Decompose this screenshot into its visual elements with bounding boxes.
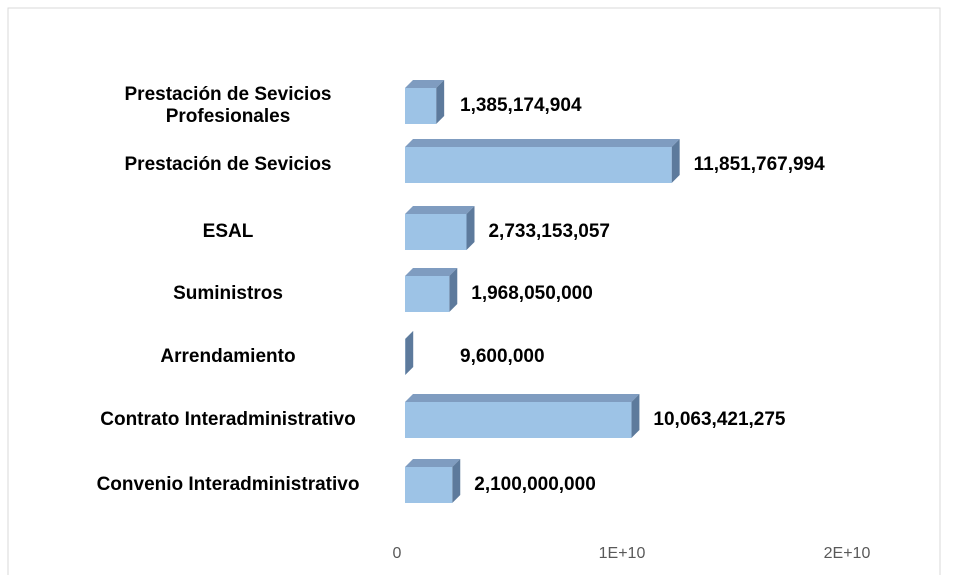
bar-side [671,139,680,183]
category-wrap: Contrato Interadministrativo [78,390,378,450]
bar [405,139,680,183]
x-tick-label: 0 [393,545,402,562]
x-tick-label: 2E+10 [824,545,871,562]
y-tick-label: Suministros [173,283,283,304]
bar-side [436,80,445,124]
bar-top [405,206,475,214]
y-tick-label: Arrendamiento [160,346,296,367]
category-wrap: Prestación de Sevicios Profesionales [78,76,378,136]
data-label: 2,733,153,057 [488,221,610,242]
category-wrap: ESAL [78,202,378,262]
category-wrap: Suministros [78,264,378,324]
x-tick-label: 1E+10 [599,545,646,562]
bar-side [466,206,475,250]
category-wrap: Convenio Interadministrativo [78,455,378,515]
bar-front [405,147,672,183]
chart-border [7,7,941,575]
y-tick-label: Prestación de Sevicios [124,154,332,175]
bar-top [405,394,640,402]
bar-side [405,331,414,375]
y-tick-label: Convenio Interadministrativo [96,474,360,495]
data-label: 1,385,174,904 [460,95,582,116]
data-label: 1,968,050,000 [471,283,593,304]
data-label: 9,600,000 [460,346,545,367]
bar-top [405,459,461,467]
y-tick-label: Contrato Interadministrativo [100,409,356,430]
bar [405,80,445,124]
bar-side [449,268,458,312]
bar [405,331,414,375]
bar-side [631,394,640,438]
bar-top [405,331,414,339]
bar-front [405,88,437,124]
category-wrap: Arrendamiento [78,327,378,387]
category-wrap: Prestación de Sevicios [78,135,378,195]
bar-top [405,139,680,147]
y-tick-label: ESAL [202,221,254,242]
bar [405,459,461,503]
bar [405,206,475,250]
y-tick-label: Prestación de Sevicios Profesionales [124,84,332,127]
bar-front [405,402,632,438]
data-label: 10,063,421,275 [653,409,786,430]
bar [405,394,640,438]
bar-front [405,214,467,250]
bar-top [405,268,458,276]
bar-front [405,276,450,312]
bar-top [405,80,445,88]
bar [405,268,458,312]
data-label: 2,100,000,000 [474,474,596,495]
data-label: 11,851,767,994 [694,154,825,175]
bar-front [405,467,453,503]
bar-side [452,459,461,503]
